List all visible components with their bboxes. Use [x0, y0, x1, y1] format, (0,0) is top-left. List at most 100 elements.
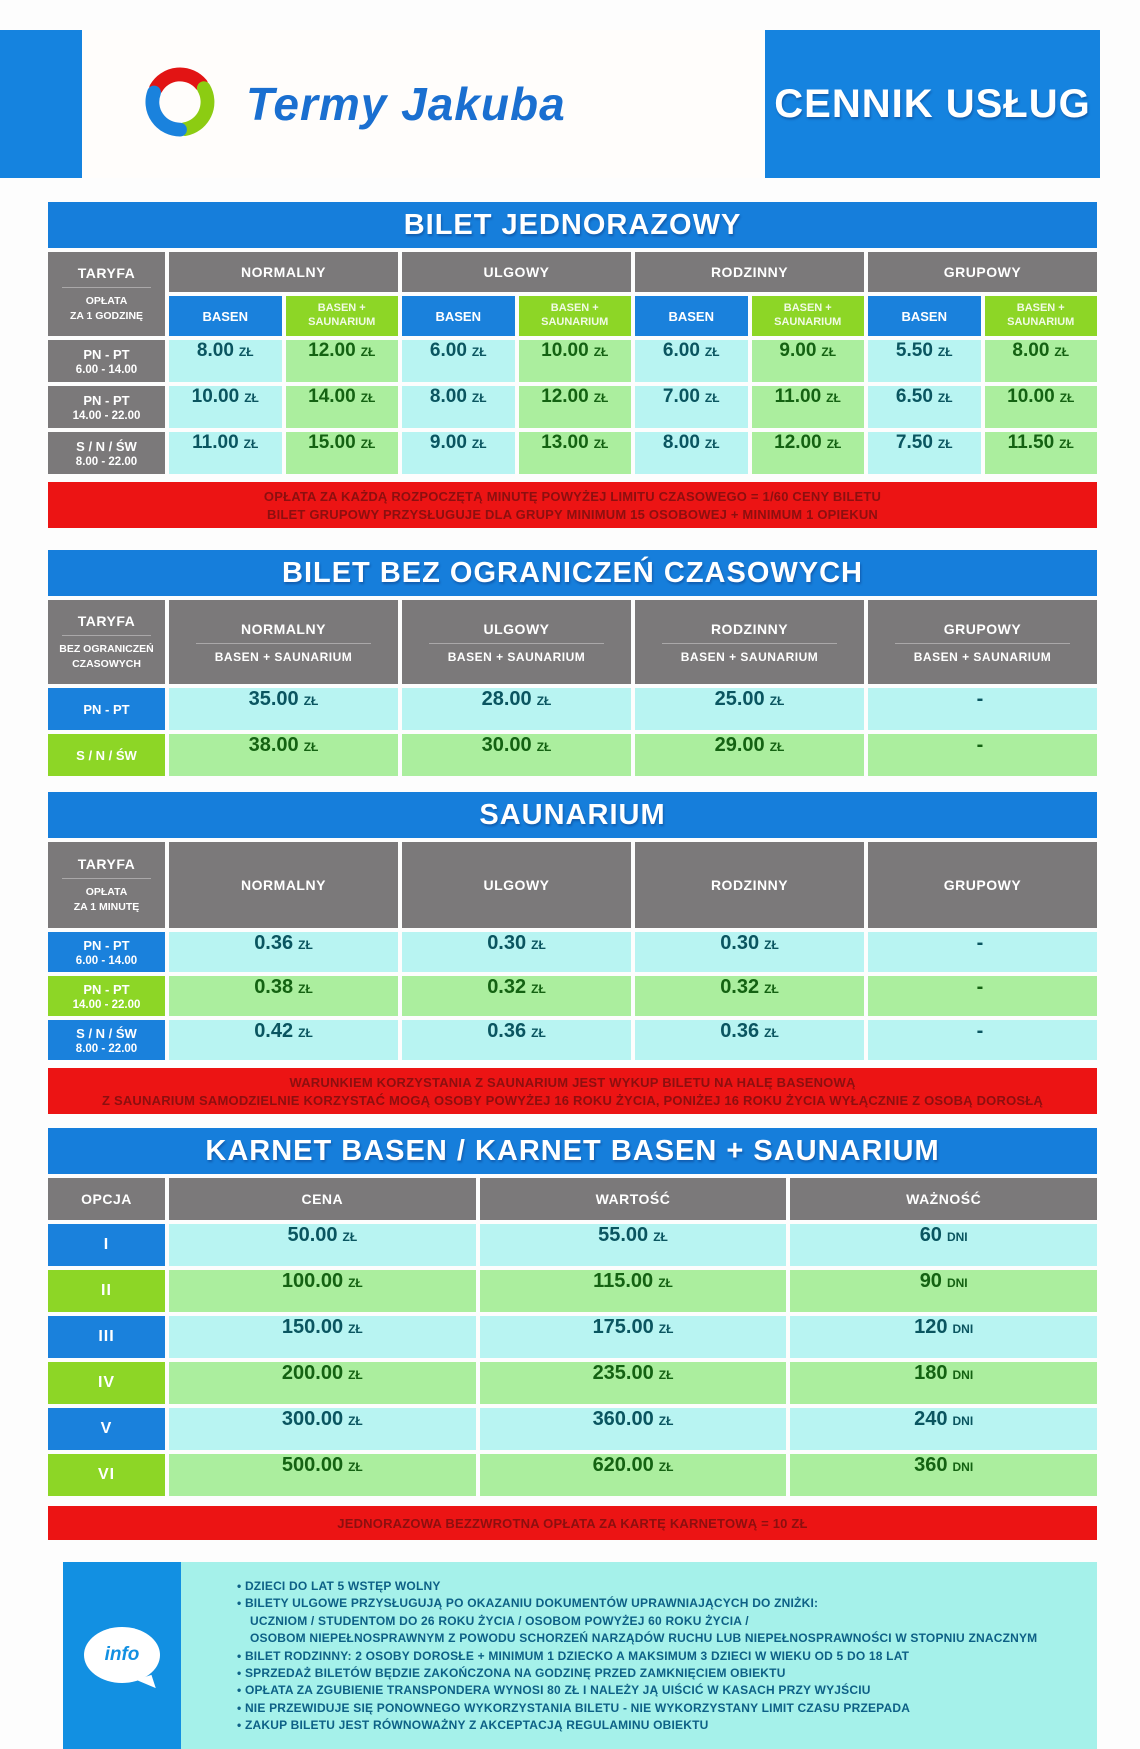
- info-line: BILET RODZINNY: 2 OSOBY DOROSŁE + MINIMU…: [237, 1648, 1079, 1665]
- price-list-content: BILET JEDNORAZOWY TARYFA OPŁATA ZA 1 GOD…: [48, 202, 1097, 1749]
- price-cell: 0.36 ZŁ: [635, 1020, 864, 1060]
- table-bez-ograniczen: TARYFA BEZ OGRANICZEŃ CZASOWYCH NORMALNY…: [48, 600, 1097, 776]
- price-cell: 0.42 ZŁ: [169, 1020, 398, 1060]
- price-cell: 9.00 ZŁ: [402, 432, 515, 474]
- row-label-pn-pt: PN - PT: [48, 688, 165, 730]
- header-cena: CENA: [169, 1178, 476, 1220]
- page-header: Termy Jakuba CENNIK USŁUG: [0, 30, 1140, 178]
- subheader-basen: BASEN: [868, 296, 981, 336]
- section-title-saunarium: SAUNARIUM: [48, 792, 1097, 838]
- price-cell: 11.00 ZŁ: [751, 386, 864, 428]
- category-header-ulgowy: ULGOWY: [402, 252, 631, 292]
- price-cell: 30.00 ZŁ: [402, 734, 631, 776]
- category-header-ulgowy: ULGOWY BASEN + SAUNARIUM: [402, 600, 631, 684]
- price-cell-empty: -: [868, 734, 1097, 776]
- info-line: UCZNIOM / STUDENTOM DO 26 ROKU ŻYCIA / O…: [250, 1613, 749, 1628]
- karnet-cena: 150.00 ZŁ: [169, 1316, 476, 1358]
- row-label-weekend: S / N / ŚW 8.00 - 22.00: [48, 1020, 165, 1060]
- section-title-karnet: KARNET BASEN / KARNET BASEN + SAUNARIUM: [48, 1128, 1097, 1174]
- subheader-basen: BASEN: [635, 296, 748, 336]
- karnet-option-label: VI: [48, 1454, 165, 1496]
- price-cell: 8.00 ZŁ: [402, 386, 515, 428]
- price-cell: 0.30 ZŁ: [635, 932, 864, 972]
- price-cell: 8.00 ZŁ: [984, 340, 1097, 382]
- page-title: CENNIK USŁUG: [774, 81, 1091, 126]
- divider-line: [895, 642, 1070, 644]
- price-cell: 11.00 ZŁ: [169, 432, 282, 474]
- price-cell-empty: -: [868, 976, 1097, 1016]
- price-cell: 5.50 ZŁ: [868, 340, 981, 382]
- table-karnet: OPCJA CENA WARTOŚĆ WAŻNOŚĆ I 50.00 ZŁ 55.…: [48, 1178, 1097, 1496]
- price-cell: 15.00 ZŁ: [285, 432, 398, 474]
- price-cell: 6.00 ZŁ: [635, 340, 748, 382]
- divider-line: [662, 642, 837, 644]
- subheader-basen-saunarium: BASEN + SAUNARIUM: [285, 296, 398, 336]
- divider-line: [62, 635, 151, 637]
- row-label-pn-pt-popoludnie: PN - PT 14.00 - 22.00: [48, 976, 165, 1016]
- price-cell: 9.00 ZŁ: [751, 340, 864, 382]
- karnet-waznosc: 240 DNI: [790, 1408, 1097, 1450]
- info-line: BILETY ULGOWE PRZYSŁUGUJĄ PO OKAZANIU DO…: [237, 1595, 1079, 1612]
- category-header-rodzinny: RODZINNY: [635, 842, 864, 928]
- notice-bilet-jednorazowy: OPŁATA ZA KAŻDĄ ROZPOCZĘTĄ MINUTĘ POWYŻE…: [48, 482, 1097, 528]
- header-opcja: OPCJA: [48, 1178, 165, 1220]
- notice-karnet: JEDNORAZOWA BEZZWROTNA OPŁATA ZA KARTĘ K…: [48, 1506, 1097, 1540]
- subheader-basen-saunarium: BASEN + SAUNARIUM: [984, 296, 1097, 336]
- karnet-cena: 50.00 ZŁ: [169, 1224, 476, 1266]
- termy-jakuba-logo-icon: [134, 56, 226, 153]
- price-cell-empty: -: [868, 1020, 1097, 1060]
- karnet-wartosc: 620.00 ZŁ: [479, 1454, 787, 1496]
- karnet-waznosc: 360 DNI: [790, 1454, 1097, 1496]
- header-waznosc: WAŻNOŚĆ: [790, 1178, 1097, 1220]
- karnet-option-label: I: [48, 1224, 165, 1266]
- category-header-grupowy: GRUPOWY BASEN + SAUNARIUM: [868, 600, 1097, 684]
- price-cell: 0.36 ZŁ: [402, 1020, 631, 1060]
- price-cell: 7.00 ZŁ: [635, 386, 748, 428]
- brand-logo-box: Termy Jakuba: [82, 30, 761, 178]
- info-line: OPŁATA ZA ZGUBIENIE TRANSPONDERA WYNOSI …: [237, 1682, 1079, 1699]
- karnet-waznosc: 120 DNI: [790, 1316, 1097, 1358]
- info-notes: DZIECI DO LAT 5 WSTĘP WOLNY BILETY ULGOW…: [181, 1562, 1097, 1749]
- price-cell: 14.00 ZŁ: [285, 386, 398, 428]
- info-line: SPRZEDAŻ BILETÓW BĘDZIE ZAKOŃCZONA NA GO…: [237, 1665, 1079, 1682]
- bubble-tail: [136, 1675, 156, 1694]
- karnet-waznosc: 90 DNI: [790, 1270, 1097, 1312]
- karnet-cena: 500.00 ZŁ: [169, 1454, 476, 1496]
- section-title-bilet-jednorazowy: BILET JEDNORAZOWY: [48, 202, 1097, 248]
- price-cell: 0.32 ZŁ: [635, 976, 864, 1016]
- karnet-wartosc: 55.00 ZŁ: [479, 1224, 787, 1266]
- price-cell: 6.00 ZŁ: [402, 340, 515, 382]
- divider-line: [62, 878, 151, 880]
- karnet-option-label: II: [48, 1270, 165, 1312]
- info-box: info DZIECI DO LAT 5 WSTĘP WOLNY BILETY …: [63, 1562, 1097, 1749]
- price-cell: 10.00 ZŁ: [169, 386, 282, 428]
- price-cell: 12.00 ZŁ: [751, 432, 864, 474]
- price-cell: 29.00 ZŁ: [635, 734, 864, 776]
- karnet-option-label: III: [48, 1316, 165, 1358]
- karnet-cena: 300.00 ZŁ: [169, 1408, 476, 1450]
- page-title-box: CENNIK USŁUG: [765, 30, 1100, 178]
- info-line: DZIECI DO LAT 5 WSTĘP WOLNY: [237, 1578, 1079, 1595]
- taryfa-header-cell: TARYFA OPŁATA ZA 1 MINUTĘ: [48, 842, 165, 928]
- header-wartosc: WARTOŚĆ: [479, 1178, 787, 1220]
- karnet-option-label: IV: [48, 1362, 165, 1404]
- price-cell-empty: -: [868, 932, 1097, 972]
- price-cell: 0.38 ZŁ: [169, 976, 398, 1016]
- price-cell: 35.00 ZŁ: [169, 688, 398, 730]
- category-header-normalny: NORMALNY BASEN + SAUNARIUM: [169, 600, 398, 684]
- price-cell: 0.36 ZŁ: [169, 932, 398, 972]
- subheader-basen-saunarium: BASEN + SAUNARIUM: [751, 296, 864, 336]
- price-cell: 12.00 ZŁ: [285, 340, 398, 382]
- divider-line: [62, 287, 151, 289]
- price-cell: 12.00 ZŁ: [518, 386, 631, 428]
- price-cell: 28.00 ZŁ: [402, 688, 631, 730]
- karnet-cena: 100.00 ZŁ: [169, 1270, 476, 1312]
- price-cell: 25.00 ZŁ: [635, 688, 864, 730]
- row-label-pn-pt-popoludnie: PN - PT 14.00 - 22.00: [48, 386, 165, 428]
- category-header-grupowy: GRUPOWY: [868, 252, 1097, 292]
- info-line: NIE PRZEWIDUJE SIĘ PONOWNEGO WYKORZYSTAN…: [237, 1700, 1079, 1717]
- info-line: OSOBOM NIEPEŁNOSPRAWNYM Z POWODU SCHORZE…: [250, 1631, 1038, 1646]
- row-label-pn-pt-rano: PN - PT 6.00 - 14.00: [48, 932, 165, 972]
- karnet-wartosc: 235.00 ZŁ: [479, 1362, 787, 1404]
- karnet-wartosc: 360.00 ZŁ: [479, 1408, 787, 1450]
